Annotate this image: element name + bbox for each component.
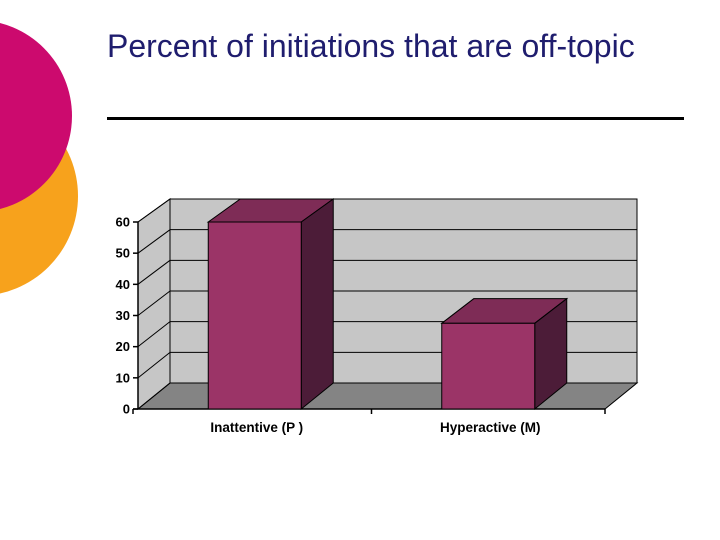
category-label: Inattentive (P ) [210, 420, 303, 435]
side-wall-gridline [137, 259, 171, 285]
y-tick-label: 10 [116, 370, 130, 385]
y-tick-label: 30 [116, 308, 130, 323]
category-label: Hyperactive (M) [440, 420, 541, 435]
chart-area: 0 10 20 30 40 50 60 Inattentive (P ) Hyperactive… [100, 160, 700, 460]
y-tick-label: 40 [116, 277, 130, 292]
bar-side [300, 198, 334, 411]
chart-left-wall [137, 198, 171, 411]
y-tick-label: 50 [116, 246, 130, 261]
side-wall-gridline [137, 382, 171, 410]
title-divider [107, 117, 684, 120]
bar-front [441, 322, 536, 410]
bar-chart-svg: 0 10 20 30 40 50 60 Inattentive (P ) Hyperactive… [116, 198, 639, 435]
y-tick-label: 0 [123, 402, 130, 417]
y-tick-label: 20 [116, 339, 130, 354]
side-wall-gridline [137, 198, 171, 223]
slide-title: Percent of initiations that are off-topi… [107, 28, 635, 64]
side-wall-gridline [137, 229, 171, 254]
side-wall-gridline [137, 290, 171, 316]
bar-front [207, 221, 302, 410]
side-wall-gridline [137, 351, 171, 379]
y-tick-label: 60 [116, 215, 130, 230]
side-wall-gridline [137, 321, 171, 348]
